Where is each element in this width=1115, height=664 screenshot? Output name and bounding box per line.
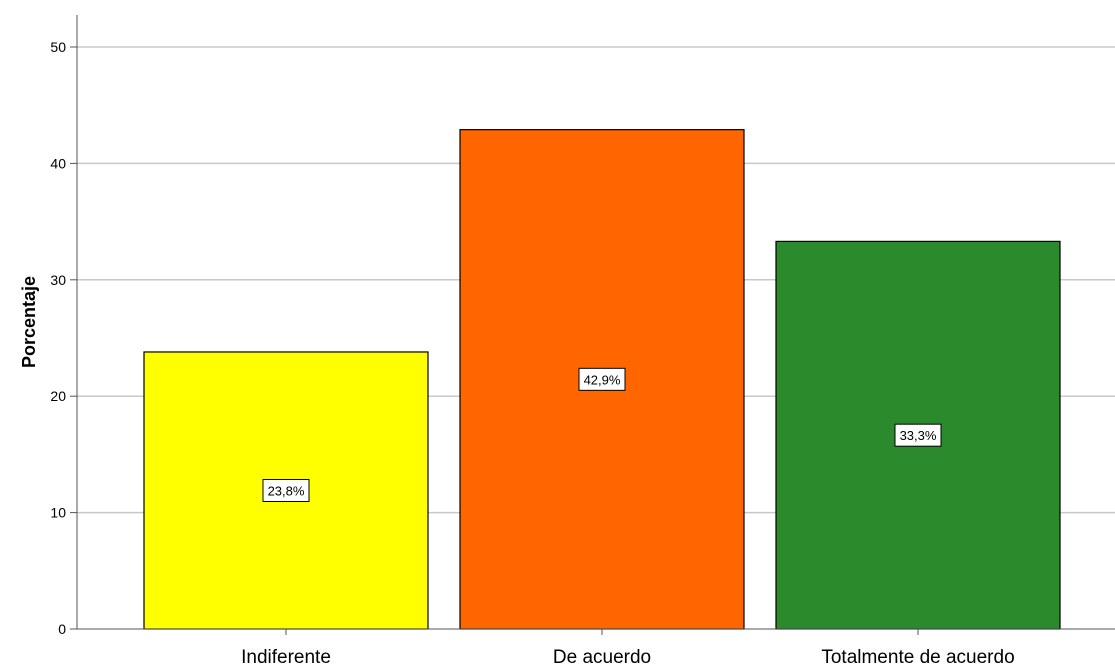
data-label-box bbox=[578, 367, 626, 391]
y-tick-label: 50 bbox=[50, 39, 66, 55]
data-label-box bbox=[262, 478, 310, 502]
axes bbox=[76, 15, 1115, 635]
y-tick-labels: 0 10 20 30 40 50 bbox=[50, 39, 77, 637]
y-tick-label: 40 bbox=[50, 155, 66, 171]
data-label: 33,3% bbox=[900, 428, 937, 443]
data-label-box bbox=[894, 423, 942, 447]
data-label: 42,9% bbox=[584, 372, 621, 387]
category-label: De acuerdo bbox=[553, 647, 651, 664]
bars bbox=[143, 129, 1061, 630]
data-label: 23,8% bbox=[268, 483, 305, 498]
y-tick-label: 10 bbox=[50, 505, 66, 521]
category-label: Totalmente de acuerdo bbox=[821, 647, 1014, 664]
data-labels: 23,8% 42,9% 33,3% bbox=[262, 367, 942, 502]
y-axis-label: Porcentaje bbox=[19, 276, 39, 368]
category-labels: Indiferente De acuerdo Totalmente de acuer… bbox=[241, 647, 1015, 664]
y-tick-label: 20 bbox=[50, 388, 66, 404]
y-tick-label: 30 bbox=[50, 272, 66, 288]
y-tick-label: 0 bbox=[58, 621, 66, 637]
category-label: Indiferente bbox=[241, 647, 331, 664]
